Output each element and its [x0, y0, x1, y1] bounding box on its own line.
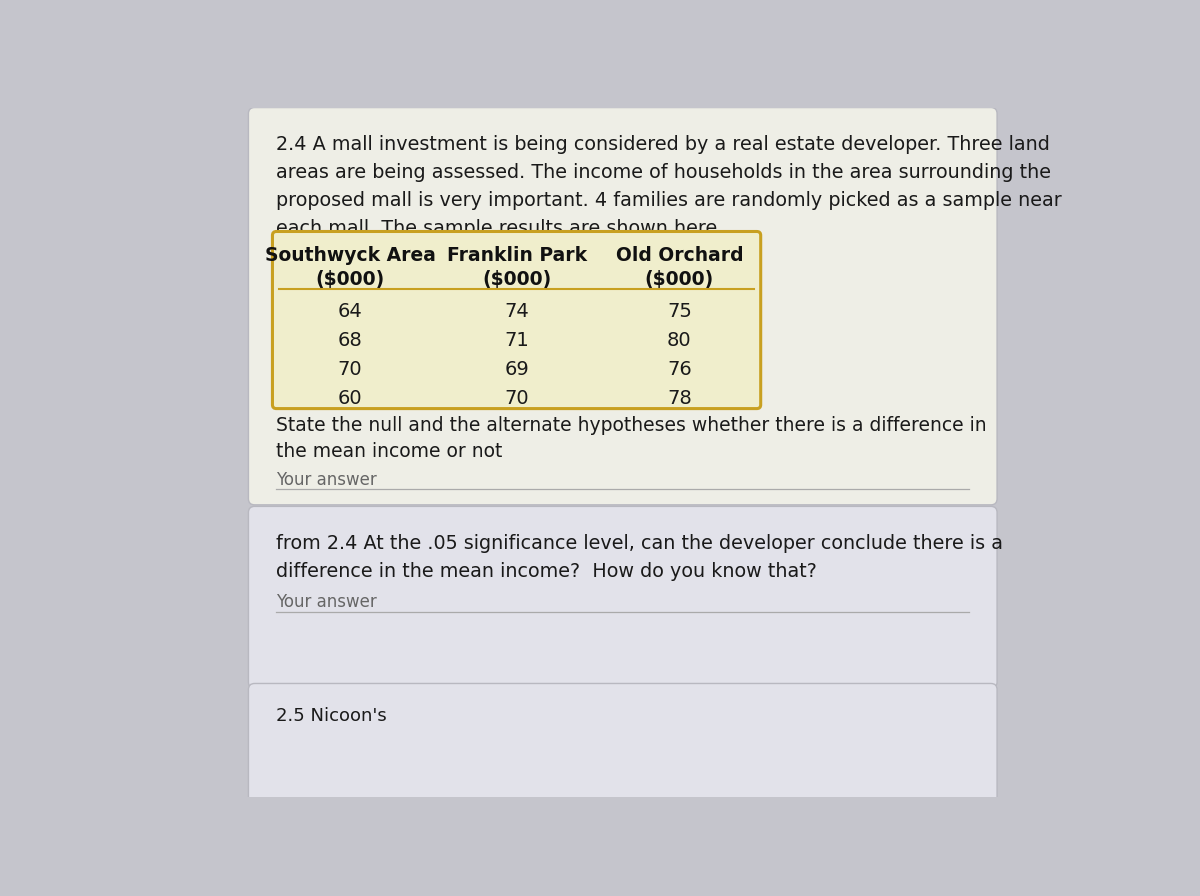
Text: 80: 80 — [667, 331, 691, 349]
Text: 76: 76 — [667, 360, 691, 379]
FancyBboxPatch shape — [248, 108, 997, 504]
Text: 2.5 Nicoon's: 2.5 Nicoon's — [276, 707, 388, 725]
Text: State the null and the alternate hypotheses whether there is a difference in
the: State the null and the alternate hypothe… — [276, 416, 986, 461]
Text: 60: 60 — [337, 390, 362, 409]
Text: Old Orchard
($000): Old Orchard ($000) — [616, 246, 743, 289]
Text: 74: 74 — [504, 302, 529, 321]
Text: 75: 75 — [667, 302, 691, 321]
Text: 70: 70 — [504, 390, 529, 409]
FancyBboxPatch shape — [248, 506, 997, 688]
Text: Franklin Park
($000): Franklin Park ($000) — [446, 246, 587, 289]
Text: Your answer: Your answer — [276, 593, 377, 611]
Text: 64: 64 — [337, 302, 362, 321]
Text: from 2.4 At the .05 significance level, can the developer conclude there is a
di: from 2.4 At the .05 significance level, … — [276, 534, 1003, 582]
Text: 71: 71 — [504, 331, 529, 349]
Text: Your answer: Your answer — [276, 471, 377, 489]
FancyBboxPatch shape — [248, 684, 997, 802]
Text: Southwyck Area
($000): Southwyck Area ($000) — [264, 246, 436, 289]
Text: 2.4 A mall investment is being considered by a real estate developer. Three land: 2.4 A mall investment is being considere… — [276, 135, 1062, 238]
Text: 68: 68 — [337, 331, 362, 349]
Text: 69: 69 — [504, 360, 529, 379]
Text: 70: 70 — [337, 360, 362, 379]
FancyBboxPatch shape — [272, 231, 761, 409]
Text: 78: 78 — [667, 390, 691, 409]
